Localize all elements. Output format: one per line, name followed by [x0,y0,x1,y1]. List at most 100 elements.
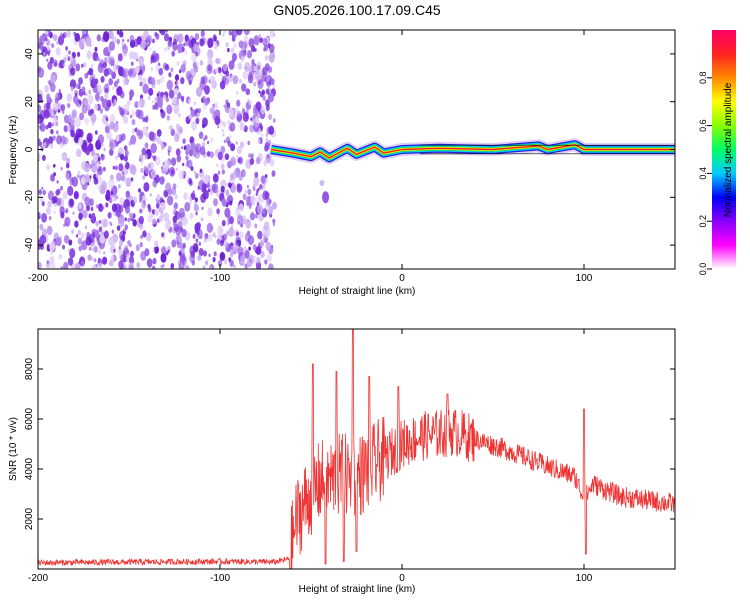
noise-blob [237,62,243,70]
noise-blob [170,67,174,73]
noise-blob [43,49,45,53]
noise-blob [144,153,148,160]
noise-blob [190,250,195,258]
noise-blob [84,196,91,206]
noise-blob [100,95,104,102]
noise-blob [264,191,270,200]
noise-blob [254,213,258,219]
noise-blob [72,211,75,215]
noise-blob [182,216,189,226]
noise-blob [103,147,106,152]
noise-blob [53,210,56,215]
noise-blob [254,48,257,52]
noise-blob [199,60,204,66]
noise-blob [193,101,197,106]
noise-blob [98,203,103,211]
noise-blob [66,162,70,169]
noise-blob [163,189,169,198]
noise-blob [222,121,227,128]
noise-blob [244,249,250,259]
noise-blob [209,265,213,269]
noise-blob [239,231,244,239]
noise-blob [191,260,195,266]
noise-blob [127,68,133,77]
spectrogram-noise [38,30,277,269]
noise-blob [62,31,67,39]
noise-blob [242,170,246,176]
noise-blob [48,136,54,144]
noise-blob [255,118,259,124]
noise-blob [106,221,109,226]
noise-blob [42,33,47,41]
noise-blob [86,50,92,60]
noise-blob [57,109,61,113]
noise-blob [154,31,158,37]
noise-blob [129,89,135,98]
noise-blob [149,193,152,197]
noise-blob [116,65,119,70]
snr-plot-area [38,329,675,569]
noise-blob [258,138,261,143]
noise-blob [150,143,157,154]
noise-blob [96,56,100,62]
noise-blob [161,246,167,256]
noise-blob [193,170,196,174]
noise-blob [90,113,97,123]
noise-blob [205,260,209,266]
noise-blob [167,195,174,206]
noise-blob [252,255,258,264]
noise-blob [49,242,55,252]
noise-blob [189,201,192,205]
noise-blob [159,196,164,204]
noise-blob [50,262,56,269]
noise-blob [62,191,68,200]
noise-blob [98,226,103,233]
noise-blob [162,164,169,174]
noise-blob [119,31,124,38]
noise-blob [157,91,161,96]
noise-blob [49,82,56,93]
noise-blob [93,154,98,162]
noise-blob [212,173,219,183]
noise-blob [198,241,202,246]
noise-blob [69,55,74,62]
noise-blob [122,76,129,86]
colorbar-gradient [712,30,736,269]
noise-blob [78,203,82,209]
noise-blob [70,67,76,76]
noise-blob [132,196,138,204]
noise-blob [130,114,133,119]
noise-blob [113,249,116,253]
noise-blob [212,103,215,108]
noise-blob [173,104,180,115]
y-tick-label: 8000 [24,357,35,380]
noise-blob [54,62,57,67]
noise-blob [112,86,115,90]
noise-blob [270,79,275,86]
noise-blob [231,183,238,194]
noise-blob [238,78,242,84]
noise-blob [42,154,46,161]
noise-blob [215,67,219,74]
noise-blob [50,74,56,84]
noise-blob [247,188,252,196]
noise-blob [133,51,139,61]
noise-blob [180,256,187,266]
noise-blob [67,185,74,196]
noise-blob [178,237,182,244]
noise-blob [140,39,147,50]
noise-blob [167,145,172,152]
noise-blob [200,217,204,222]
noise-blob [88,177,92,182]
noise-blob [129,51,135,60]
noise-blob [160,202,166,211]
noise-blob [103,166,106,172]
noise-blob [174,88,179,96]
noise-blob [269,199,272,204]
noise-blob [40,146,44,152]
noise-blob [52,135,56,141]
noise-blob [200,76,206,84]
noise-blob [269,159,275,167]
noise-blob [115,155,118,160]
noise-blob [67,257,74,266]
